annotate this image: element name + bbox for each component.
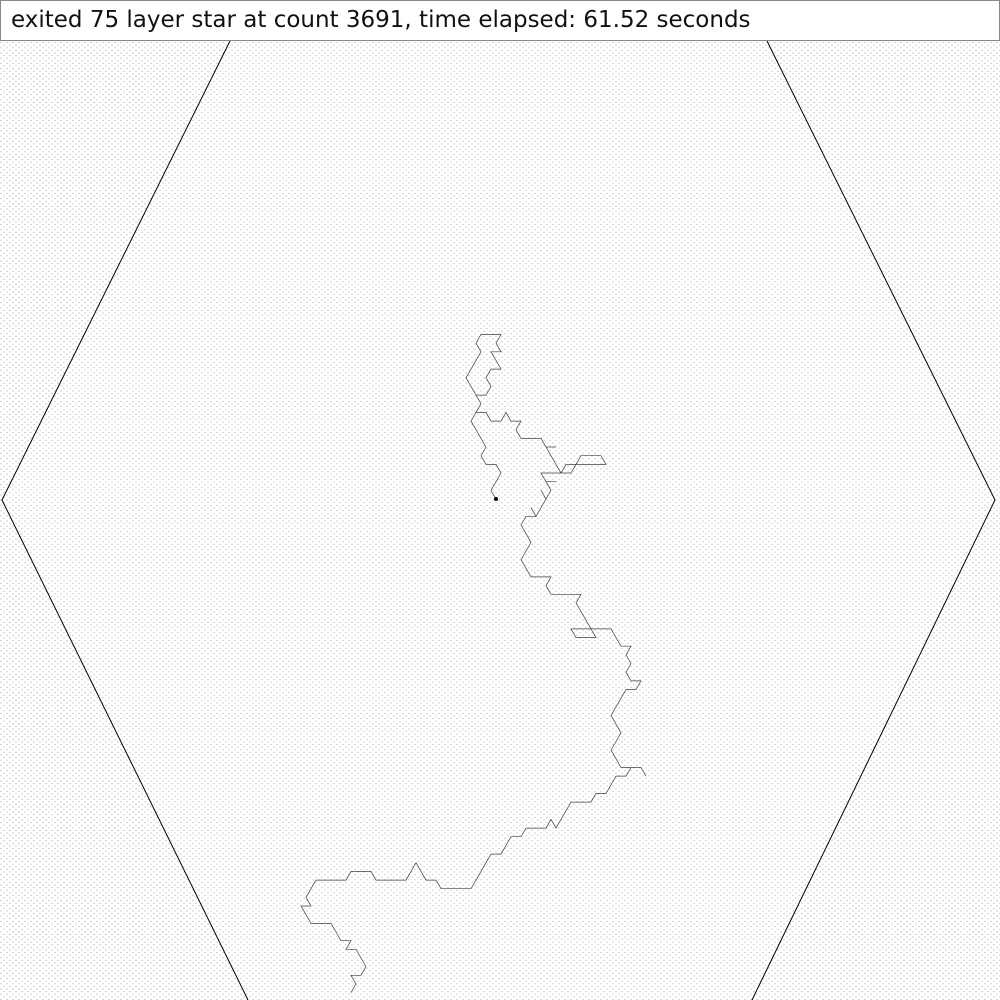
simulation-canvas <box>0 41 1000 1000</box>
walk-trace <box>300 334 647 993</box>
hexagon-boundary-left <box>1 41 249 1000</box>
random-walk-path <box>300 334 647 993</box>
lattice-walk-plot <box>0 41 1000 1000</box>
hexagon-boundary-right <box>751 41 996 1000</box>
origin-dot-icon <box>494 497 498 501</box>
status-message: exited 75 layer star at count 3691, time… <box>11 7 751 33</box>
status-bar: exited 75 layer star at count 3691, time… <box>0 0 1000 41</box>
